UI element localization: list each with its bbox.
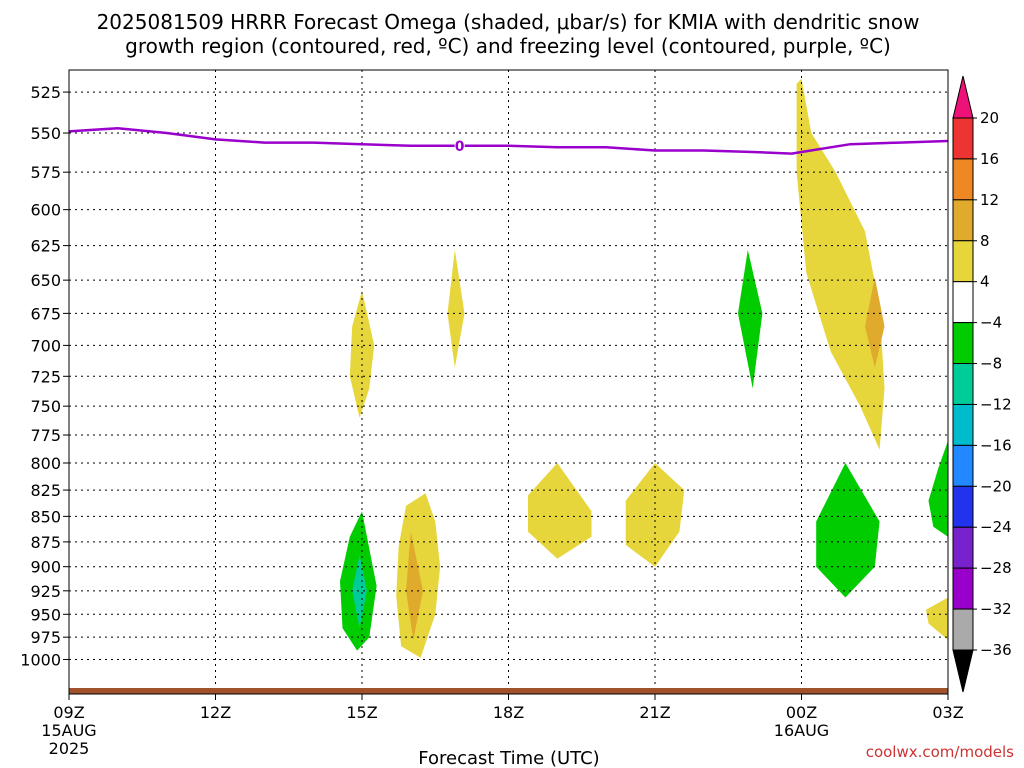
colorbar-label-13: −36	[980, 641, 1012, 659]
omega-region-0	[796, 78, 885, 450]
y-tick-label-975: 975	[30, 628, 61, 647]
colorbar-segment-6	[952, 363, 974, 405]
omega-region-6	[406, 531, 423, 640]
colorbar-segment-1	[952, 158, 974, 201]
y-tick-label-750: 750	[30, 397, 61, 416]
colorbar-label-8: −16	[980, 436, 1012, 454]
x-tick-label-03Z: 03Z	[932, 703, 963, 722]
omega-region-2	[349, 290, 375, 418]
omega-shaded-regions	[340, 78, 948, 658]
freezing-level-line	[68, 126, 949, 155]
freezing-level-layer: 0	[68, 126, 949, 155]
omega-region-3	[447, 249, 465, 368]
omega-region-12	[928, 440, 948, 537]
y-axis: 525 550 575 600 625 650 675 700 725 750 775 800 825 8…	[20, 83, 69, 669]
x-tick-date-0: 15AUG	[41, 721, 96, 740]
colorbar-label-7: −12	[980, 395, 1012, 413]
x-axis-label: Forecast Time (UTC)	[418, 748, 599, 768]
chart-title-line-2: growth region (contoured, red, ºC) and f…	[125, 34, 891, 58]
omega-region-4	[738, 249, 763, 389]
y-tick-label-900: 900	[30, 558, 61, 577]
omega-region-13	[926, 597, 948, 640]
colorbar-label-0: 20	[980, 109, 999, 127]
x-tick-year-0: 2025	[49, 739, 90, 758]
x-tick-label-09Z: 09Z	[53, 703, 84, 722]
x-tick-label-15Z: 15Z	[346, 703, 377, 722]
colorbar-segment-7	[952, 403, 974, 446]
colorbar-label-2: 12	[980, 191, 999, 209]
colorbar-segment-0	[952, 117, 974, 160]
x-tick-label-18Z: 18Z	[493, 703, 524, 722]
colorbar-segment-5	[952, 322, 974, 365]
y-tick-label-550: 550	[30, 124, 61, 143]
y-tick-label-875: 875	[30, 533, 61, 552]
colorbar-segment-3	[952, 240, 974, 283]
x-tick-date-5: 16AUG	[774, 721, 829, 740]
freezing-level-label-bg	[454, 137, 465, 153]
colorbar-label-5: −4	[980, 314, 1002, 332]
y-tick-label-1000: 1000	[20, 650, 61, 669]
y-tick-label-600: 600	[30, 201, 61, 220]
x-tick-label-00Z: 00Z	[786, 703, 817, 722]
colorbar-segment-4	[952, 281, 974, 324]
x-tick-label-12Z: 12Z	[200, 703, 231, 722]
y-tick-label-925: 925	[30, 582, 61, 601]
colorbar-label-10: −24	[980, 518, 1012, 536]
colorbar-segment-10	[952, 526, 974, 569]
y-tick-label-575: 575	[30, 163, 61, 182]
y-tick-label-850: 850	[30, 507, 61, 526]
chart-title-line-1: 2025081509 HRRR Forecast Omega (shaded, …	[97, 10, 920, 34]
omega-region-8	[352, 554, 367, 629]
colorbar-label-4: 4	[980, 273, 990, 291]
y-tick-label-700: 700	[30, 336, 61, 355]
colorbar-label-12: −32	[980, 600, 1012, 618]
colorbar-segment-2	[952, 199, 974, 242]
y-tick-label-800: 800	[30, 454, 61, 473]
plot-area: 0	[68, 69, 949, 695]
colorbar-segment-9	[952, 485, 974, 528]
credit-text: coolwx.com/models	[866, 743, 1014, 761]
y-tick-label-825: 825	[30, 481, 61, 500]
y-tick-label-775: 775	[30, 426, 61, 445]
y-tick-label-725: 725	[30, 367, 61, 386]
y-tick-label-525: 525	[30, 83, 61, 102]
colorbar-label-11: −28	[980, 559, 1012, 577]
colorbar-label-9: −20	[980, 477, 1012, 495]
colorbar-bottom-triangle	[952, 649, 974, 693]
y-tick-label-950: 950	[30, 605, 61, 624]
colorbar-label-1: 16	[980, 150, 999, 168]
colorbar-segment-12	[952, 608, 974, 651]
colorbar-top-triangle	[952, 75, 974, 119]
y-tick-label-625: 625	[30, 237, 61, 256]
x-tick-label-21Z: 21Z	[639, 703, 670, 722]
colorbar-label-6: −8	[980, 355, 1002, 373]
terrain-strip	[69, 688, 948, 694]
omega-region-9	[528, 463, 592, 559]
colorbar-segment-8	[952, 444, 974, 487]
colorbar-label-3: 8	[980, 232, 990, 250]
y-tick-label-650: 650	[30, 271, 61, 290]
omega-region-11	[816, 463, 880, 598]
y-tick-label-675: 675	[30, 304, 61, 323]
omega-colorbar: 20 16 12 8 4 −4 −8 −12 −16 −20 −24 −28 −32 −36	[952, 75, 1012, 693]
colorbar-segment-11	[952, 567, 974, 610]
freezing-level-label: 0	[455, 139, 465, 155]
